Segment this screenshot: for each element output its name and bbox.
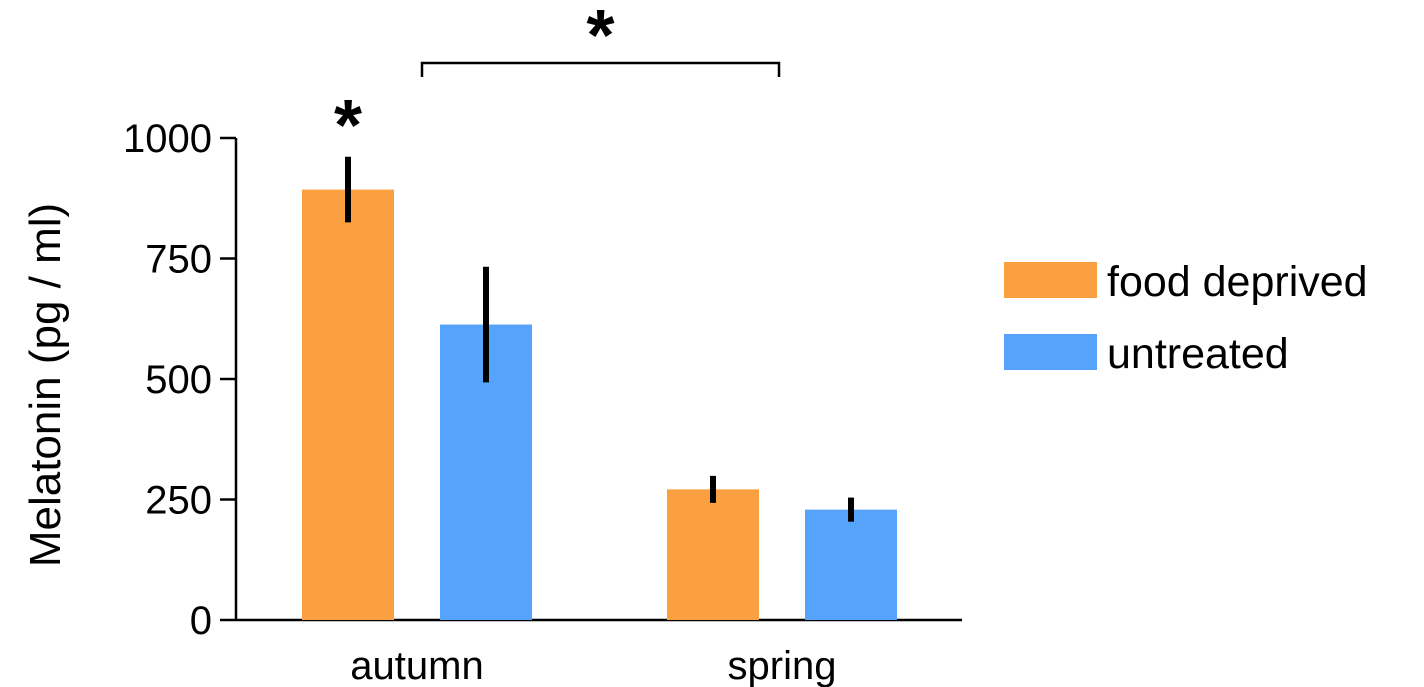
bar-food-deprived-autumn bbox=[302, 189, 394, 620]
legend-label-untreated: untreated bbox=[1107, 330, 1289, 378]
x-category-label-autumn: autumn bbox=[350, 644, 483, 687]
bar-untreated-spring bbox=[805, 509, 897, 620]
axes: 0 250 500 750 1000 Melatonin (pg / ml) autumn s… bbox=[21, 117, 962, 687]
y-tick-label: 250 bbox=[145, 479, 212, 523]
significance-annotations: ** bbox=[334, 0, 781, 166]
legend-swatch-untreated bbox=[1004, 334, 1097, 370]
legend: food deprived untreated bbox=[1004, 258, 1368, 378]
error-bars bbox=[345, 156, 854, 522]
y-tick-label: 500 bbox=[145, 358, 212, 402]
y-tick-label: 0 bbox=[190, 599, 212, 643]
x-category-label-spring: spring bbox=[728, 644, 837, 687]
significance-bracket bbox=[420, 61, 781, 77]
bar-food-deprived-spring bbox=[667, 489, 759, 620]
y-tick-label: 1000 bbox=[123, 117, 212, 161]
significance-star: * bbox=[334, 86, 362, 166]
legend-swatch-food-deprived bbox=[1004, 262, 1097, 298]
bars bbox=[302, 189, 897, 620]
y-axis-title: Melatonin (pg / ml) bbox=[21, 203, 70, 567]
y-tick-label: 750 bbox=[145, 238, 212, 282]
legend-label-food-deprived: food deprived bbox=[1107, 258, 1368, 306]
significance-bracket-star: * bbox=[586, 0, 614, 76]
